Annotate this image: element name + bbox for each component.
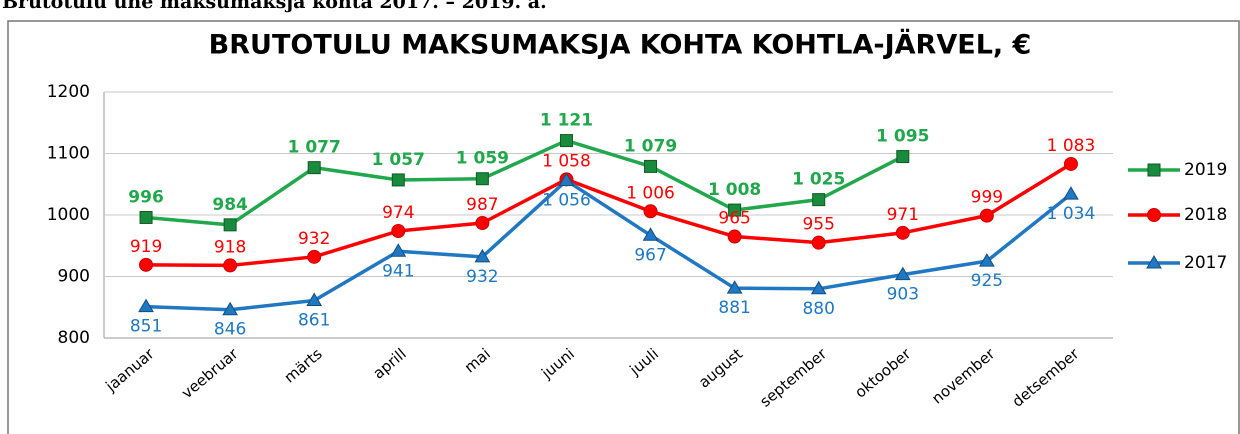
heading: Brutotulu ühe maksumaksja kohta 2017. – … xyxy=(2,0,547,13)
series-line xyxy=(145,138,904,227)
data-label: 1 121 xyxy=(540,111,593,131)
data-label: 974 xyxy=(382,203,414,223)
y-tick-label: 1200 xyxy=(47,82,90,102)
data-label: 861 xyxy=(298,310,330,330)
marker xyxy=(979,208,994,223)
y-tick-label: 800 xyxy=(58,328,90,348)
marker xyxy=(475,172,489,186)
marker xyxy=(307,249,322,264)
marker xyxy=(474,248,491,263)
marker xyxy=(727,229,742,244)
data-label: 903 xyxy=(887,285,919,305)
data-label: 971 xyxy=(887,205,919,225)
marker xyxy=(810,280,827,295)
marker xyxy=(391,223,406,238)
data-label: 999 xyxy=(971,188,1003,208)
marker xyxy=(894,266,911,281)
legend-label: 2017 xyxy=(1184,253,1227,273)
marker xyxy=(223,218,237,232)
marker xyxy=(642,227,659,241)
data-label: 955 xyxy=(802,215,834,235)
data-label: 919 xyxy=(130,237,162,257)
marker xyxy=(1147,163,1161,177)
data-label: 1 056 xyxy=(542,191,591,211)
marker xyxy=(222,301,238,316)
data-label: 1 079 xyxy=(624,136,677,156)
data-label: 965 xyxy=(718,209,750,229)
marker xyxy=(1063,186,1079,200)
data-label: 932 xyxy=(298,229,330,249)
marker xyxy=(138,298,154,313)
series-line xyxy=(145,178,1073,312)
data-label: 987 xyxy=(466,195,498,215)
legend-label: 2019 xyxy=(1184,160,1227,180)
marker xyxy=(223,258,238,273)
marker xyxy=(475,215,490,230)
marker xyxy=(728,203,742,217)
marker xyxy=(139,257,154,272)
data-label: 996 xyxy=(128,187,164,207)
marker xyxy=(643,204,658,219)
data-label: 941 xyxy=(382,261,414,281)
marker xyxy=(812,193,826,207)
data-label: 851 xyxy=(130,317,162,337)
marker xyxy=(895,225,910,240)
marker xyxy=(979,253,995,267)
data-label: 1 095 xyxy=(876,127,929,147)
data-label: 1 006 xyxy=(626,183,675,203)
chart-frame xyxy=(7,20,1240,434)
series-line xyxy=(146,162,1072,268)
data-label: 1 077 xyxy=(288,138,341,158)
marker xyxy=(391,173,405,187)
data-label: 1 057 xyxy=(372,150,425,170)
data-label: 880 xyxy=(802,299,834,319)
data-label: 881 xyxy=(718,298,750,318)
data-label: 932 xyxy=(466,267,498,287)
data-label: 1 058 xyxy=(542,151,591,171)
marker xyxy=(1063,156,1078,171)
data-label: 1 059 xyxy=(456,149,509,169)
marker xyxy=(644,159,658,173)
data-label: 1 008 xyxy=(708,180,761,200)
data-label: 984 xyxy=(212,195,248,215)
data-label: 925 xyxy=(971,271,1003,291)
y-tick-label: 1000 xyxy=(47,205,90,225)
marker xyxy=(139,210,153,224)
marker xyxy=(307,161,321,175)
legend-label: 2018 xyxy=(1184,205,1227,225)
chart-title: BRUTOTULU MAKSUMAKSJA KOHTA KOHTLA-JÄRVE… xyxy=(209,29,1032,61)
marker xyxy=(896,150,910,164)
marker xyxy=(1146,255,1162,269)
y-tick-label: 900 xyxy=(58,267,90,287)
data-label: 918 xyxy=(214,237,246,257)
marker xyxy=(558,172,575,187)
data-label: 846 xyxy=(214,320,246,340)
y-tick-label: 1100 xyxy=(47,144,90,164)
data-label: 967 xyxy=(634,245,666,265)
data-label: 1 034 xyxy=(1047,204,1096,224)
data-label: 1 025 xyxy=(792,170,845,190)
data-label: 1 083 xyxy=(1047,136,1096,156)
marker xyxy=(559,134,573,148)
marker xyxy=(390,243,407,257)
marker xyxy=(726,280,743,294)
marker xyxy=(811,235,826,250)
marker xyxy=(1147,208,1161,222)
marker xyxy=(306,292,323,306)
